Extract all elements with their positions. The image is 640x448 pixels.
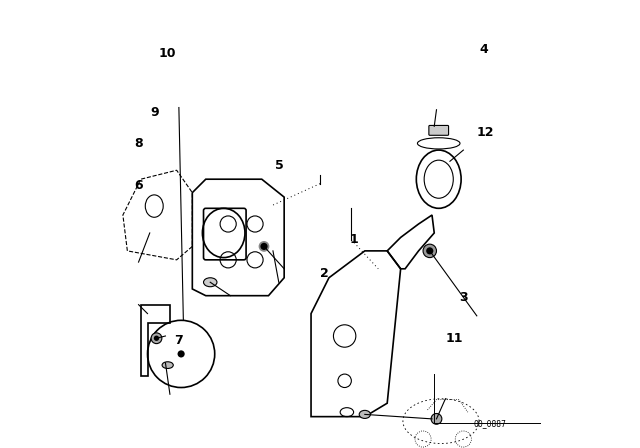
- Circle shape: [177, 350, 185, 358]
- Text: 00_0887: 00_0887: [474, 419, 507, 428]
- Text: 11: 11: [445, 332, 463, 345]
- Text: 10: 10: [159, 47, 177, 60]
- Text: 7: 7: [175, 334, 183, 347]
- Text: 9: 9: [150, 105, 159, 119]
- Text: 2: 2: [320, 267, 329, 280]
- Ellipse shape: [162, 362, 173, 368]
- Text: 8: 8: [134, 137, 143, 150]
- Circle shape: [260, 243, 268, 250]
- Text: 1: 1: [349, 233, 358, 246]
- Circle shape: [431, 414, 442, 424]
- Circle shape: [151, 333, 162, 344]
- Ellipse shape: [359, 410, 371, 418]
- Text: 4: 4: [479, 43, 488, 56]
- Text: 12: 12: [477, 125, 495, 139]
- Text: 3: 3: [459, 291, 468, 305]
- Circle shape: [423, 244, 436, 258]
- Circle shape: [154, 336, 159, 341]
- FancyBboxPatch shape: [429, 125, 449, 135]
- Text: 5: 5: [275, 159, 284, 172]
- Text: 6: 6: [134, 179, 143, 193]
- Circle shape: [259, 241, 269, 252]
- Ellipse shape: [204, 278, 217, 287]
- Circle shape: [426, 247, 433, 254]
